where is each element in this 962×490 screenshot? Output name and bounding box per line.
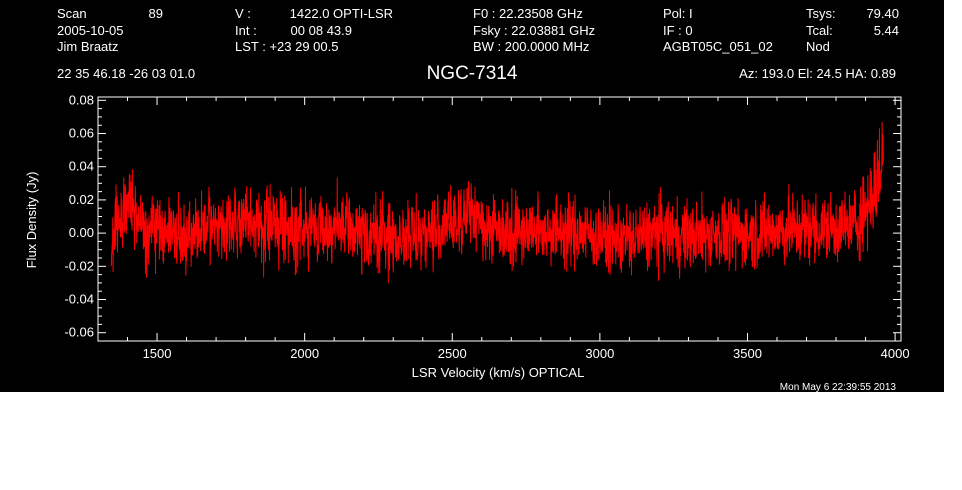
plot-frame (97, 96, 902, 342)
source-coordinates: 22 35 46.18 -26 03 01.0 (57, 66, 195, 81)
y-axis-ticks: -0.06 -0.04 -0.02 0.00 0.02 0.04 0.06 0.08 (64, 92, 901, 342)
x-axis-ticks: 1500 2000 2500 3000 3500 4000 (97, 97, 910, 361)
header-column-4: Pol: I IF : 0 AGBT05C_051_02 (663, 6, 773, 54)
sky-frequency: Fsky : 22.03881 GHz (473, 23, 595, 38)
x-axis-label: LSR Velocity (km/s) OPTICAL (412, 365, 585, 380)
y-tick-label: -0.04 (64, 292, 94, 307)
velocity-value: 1422.0 OPTI-LSR (290, 6, 393, 21)
bandwidth: BW : 200.0000 MHz (473, 39, 589, 54)
observing-mode: Nod (806, 39, 830, 54)
y-tick-label: 0.00 (69, 225, 94, 240)
if-number: IF : 0 (663, 23, 693, 38)
y-tick-label: 0.06 (69, 126, 94, 141)
y-tick-label: -0.06 (64, 325, 94, 340)
y-tick-label: -0.02 (64, 258, 94, 273)
polarization: Pol: I (663, 6, 693, 21)
tcal-label: Tcal: (806, 23, 833, 38)
header-column-3: F0 : 22.23508 GHz Fsky : 22.03881 GHz BW… (473, 6, 595, 54)
footer-timestamp: Mon May 6 22:39:55 2013 (780, 382, 897, 393)
observation-date: 2005-10-05 (57, 23, 124, 38)
header-column-2: V : 1422.0 OPTI-LSR Int : 00 08 43.9 LST… (235, 6, 393, 54)
x-tick-label: 2500 (438, 346, 467, 361)
spectrum-line (110, 121, 884, 284)
x-tick-label: 3000 (585, 346, 614, 361)
tsys-label: Tsys: (806, 6, 836, 21)
tcal-value: 5.44 (874, 23, 899, 38)
header-column-1: Scan 89 2005-10-05 Jim Braatz (57, 6, 163, 54)
y-axis-label: Flux Density (Jy) (24, 172, 39, 269)
integration-value: 00 08 43.9 (291, 23, 352, 38)
project-id: AGBT05C_051_02 (663, 39, 773, 54)
lst-text: LST : +23 29 00.5 (235, 39, 338, 54)
y-tick-label: 0.02 (69, 192, 94, 207)
plot-panel (0, 0, 944, 392)
x-tick-label: 1500 (143, 346, 172, 361)
y-tick-label: 0.08 (69, 92, 94, 107)
chart-title: NGC-7314 (427, 63, 518, 84)
scan-number: 89 (149, 6, 163, 21)
x-tick-label: 3500 (733, 346, 762, 361)
header-column-5: Tsys: 79.40 Tcal: 5.44 Nod (806, 6, 899, 54)
pointing-info: Az: 193.0 El: 24.5 HA: 0.89 (739, 66, 896, 81)
scan-label: Scan (57, 6, 87, 21)
integration-label: Int : (235, 23, 257, 38)
observer-name: Jim Braatz (57, 39, 118, 54)
x-tick-label: 4000 (881, 346, 910, 361)
y-tick-label: 0.04 (69, 159, 94, 174)
velocity-label: V : (235, 6, 251, 21)
tsys-value: 79.40 (866, 6, 899, 21)
rest-frequency: F0 : 22.23508 GHz (473, 6, 583, 21)
x-tick-label: 2000 (290, 346, 319, 361)
spectrum-trace (110, 121, 884, 284)
